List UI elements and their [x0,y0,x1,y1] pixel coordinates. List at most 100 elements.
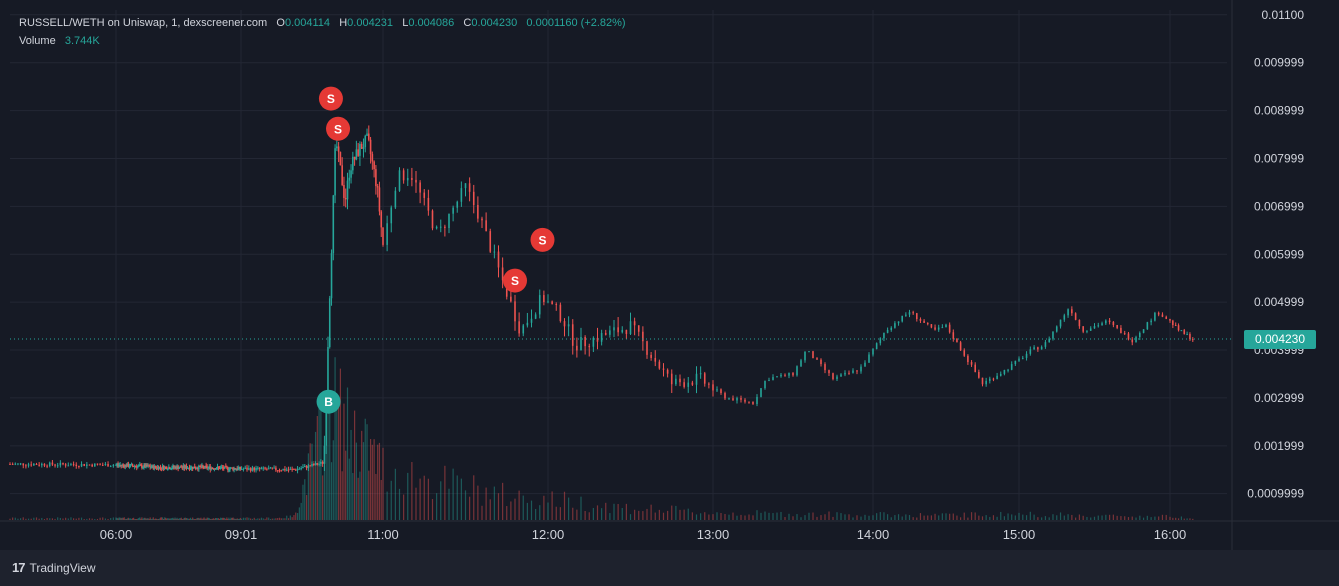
volume-bar [908,515,911,520]
volume-bar [134,518,136,520]
volume-bar [1186,518,1188,520]
volume-bar [506,506,508,520]
y-tick-label: 0.0009999 [1247,487,1304,501]
candle-body [160,467,163,469]
volume-bar [927,515,929,520]
sell-marker[interactable] [326,116,351,141]
volume-bar [864,514,866,520]
volume-bar [244,517,246,520]
volume-bar [180,517,182,520]
volume-bar [119,517,121,520]
sell-marker[interactable] [530,227,555,252]
volume-bar [352,473,354,520]
volume-bar [170,518,172,520]
candle-body [1025,353,1028,358]
volume-bar [162,517,164,520]
candle-body [1150,320,1152,323]
close-value: 0.004230 [471,17,518,29]
volume-bar [683,509,685,520]
volume-bar [117,518,119,520]
candle-body [371,154,374,162]
candle-body [368,133,370,140]
candle-body [901,315,903,322]
x-tick-label: 06:00 [100,527,133,542]
volume-bar [259,518,261,520]
volume-bar [981,516,984,520]
volume-bar [1169,516,1171,520]
volume-bar [820,515,822,520]
candle-body [136,466,139,468]
candle-body [154,465,157,468]
candle-body [25,465,27,467]
volume-bar [107,519,109,520]
volume-bar [171,518,173,520]
sell-marker[interactable] [503,268,527,293]
volume-bar [543,495,545,520]
candle-body [54,464,56,466]
volume-bar [115,517,117,520]
candle-body [190,466,193,469]
chart-area[interactable] [0,0,1339,550]
candle-body [206,466,208,469]
candle-body [1177,325,1180,331]
candle-body [364,135,367,148]
volume-bar [127,517,130,520]
candle-body [119,464,121,466]
sell-marker[interactable] [318,86,343,111]
volume-bar [452,468,454,520]
candle-body [225,466,227,468]
volume-bar [448,488,450,520]
volume-bar [67,518,69,520]
candlestick-chart[interactable]: 0.00099990.0019990.0029990.0039990.00499… [0,0,1339,550]
volume-bar [46,517,48,520]
candle-body [427,197,430,211]
candle-body [139,464,141,466]
volume-bar [216,518,219,520]
volume-bar [266,517,268,520]
volume-bar [228,517,230,520]
volume-bar [305,495,308,520]
volume-bar [27,518,30,520]
volume-bar [938,515,940,520]
volume-bar [828,511,830,520]
candle-body [784,374,786,376]
volume-bar [477,485,479,520]
volume-bar [231,517,233,520]
candle-body [186,467,189,469]
volume-bar [199,518,201,520]
candle-body [280,470,283,472]
marker-label: S [334,122,342,136]
candle-body [22,463,25,466]
candle-body [600,333,603,342]
candle-body [204,465,206,468]
volume-bar [25,518,27,520]
volume-bar [255,518,257,520]
candle-body [732,398,734,401]
ohlc-legend: RUSSELL/WETH on Uniswap, 1, dexscreener.… [19,17,626,29]
volume-bar [96,518,99,520]
tradingview-brand[interactable]: 17 TradingView [12,560,96,575]
candle-body [183,465,186,469]
volume-bar [949,513,951,520]
volume-bar [154,518,156,520]
candle-body [94,463,96,467]
volume-bar [287,518,290,520]
volume-bar [1165,514,1167,520]
candle-body [200,466,202,468]
candle-body [493,251,496,253]
candle-body [179,466,182,468]
buy-marker[interactable] [316,389,341,414]
candle-body [311,463,313,467]
volume-bar [203,517,205,520]
volume-bar [183,517,185,520]
volume-bar [876,513,878,520]
volume-bar [359,471,361,520]
volume-bar [1014,515,1016,520]
candle-body [302,467,304,469]
candle-body [130,464,133,466]
candle-body [485,220,487,232]
volume-bar [215,518,218,520]
volume-bar [17,518,19,520]
candle-body [216,466,219,469]
candle-body [398,170,401,191]
